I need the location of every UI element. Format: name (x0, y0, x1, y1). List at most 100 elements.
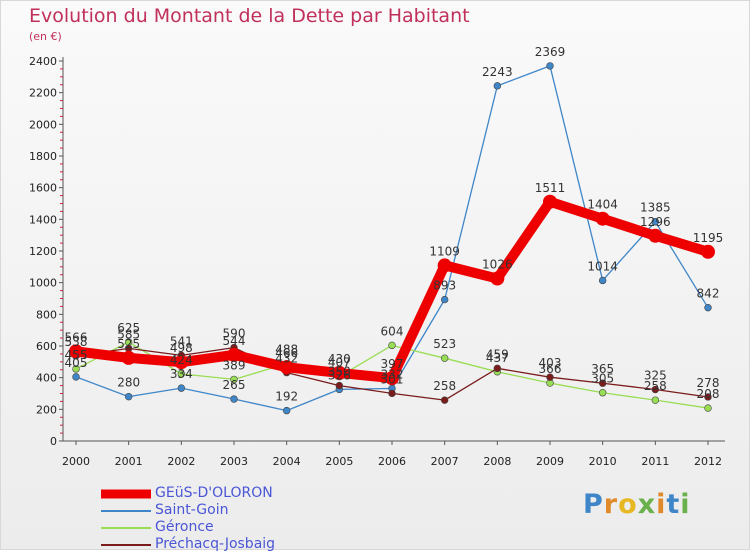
legend-label: Géronce (155, 519, 214, 535)
y-tick-label: 2000 (29, 118, 57, 131)
y-tick-label: 600 (36, 340, 57, 353)
data-label: 2243 (482, 65, 513, 79)
data-point (701, 244, 715, 259)
data-label: 488 (275, 343, 298, 357)
data-label: 1026 (482, 258, 513, 272)
data-label: 407 (328, 356, 351, 370)
data-label: 459 (486, 347, 509, 361)
data-label: 842 (697, 287, 720, 301)
data-label: 437 (486, 351, 509, 365)
data-label: 405 (65, 356, 88, 370)
y-tick-label: 1200 (29, 245, 57, 258)
y-tick-label: 0 (50, 435, 57, 448)
data-point (651, 385, 660, 394)
x-tick-label: 2012 (694, 455, 722, 468)
legend-swatch (101, 509, 151, 512)
data-label: 365 (591, 362, 614, 376)
x-tick-label: 2003 (220, 455, 248, 468)
data-label: 305 (591, 372, 614, 386)
data-label: 893 (433, 279, 456, 293)
data-point (651, 218, 660, 226)
y-tick-label: 1800 (29, 150, 57, 163)
data-label: 590 (223, 327, 246, 341)
data-point (230, 395, 238, 403)
data-label: 544 (223, 334, 246, 348)
data-point (388, 341, 396, 350)
data-point (598, 389, 607, 397)
data-point (493, 364, 502, 373)
axes: 0 200 400 600 800 1000 1200 1400 1600 1800 2000 220… (29, 55, 725, 468)
legend-swatch (101, 543, 151, 546)
data-point (72, 365, 80, 373)
x-tick-label: 2009 (536, 455, 564, 468)
data-label: 566 (65, 330, 88, 344)
y-tick-label: 1000 (29, 277, 57, 290)
y-tick-label: 1600 (29, 182, 57, 195)
x-tick-label: 2010 (589, 455, 617, 468)
data-point (598, 379, 607, 387)
y-tick-label: 800 (36, 308, 57, 321)
data-point (440, 396, 449, 404)
y-tick-label: 2400 (29, 55, 57, 68)
data-label: 523 (433, 337, 456, 351)
data-point (385, 371, 399, 386)
y-tick-label: 2200 (29, 87, 57, 100)
x-tick-label: 2011 (641, 455, 669, 468)
data-label: 208 (697, 387, 720, 401)
data-point (121, 350, 136, 365)
x-tick-label: 2007 (431, 455, 459, 468)
x-tick-label: 2002 (167, 455, 195, 468)
data-point (332, 365, 347, 380)
data-label: 265 (223, 378, 246, 392)
x-tick-label: 2004 (273, 455, 301, 468)
data-point (124, 392, 133, 401)
data-point (704, 404, 712, 412)
data-label: 403 (539, 356, 562, 370)
data-point (704, 393, 712, 401)
chart-subtitle: (en €) (29, 30, 62, 43)
data-point (72, 373, 80, 381)
data-point (546, 62, 554, 70)
data-point (279, 360, 294, 375)
data-point (543, 194, 557, 209)
data-label: 1385 (640, 201, 671, 215)
legend-swatch (101, 489, 151, 498)
data-label: 389 (223, 358, 246, 372)
data-label: 466 (275, 346, 298, 360)
y-tick-label: 200 (36, 403, 57, 416)
data-label: 1014 (587, 259, 618, 273)
data-labels: 566 525 498 544 466 430 397 1109 1026 1511 1404 129… (65, 45, 724, 404)
data-label: 192 (275, 390, 298, 404)
chart-title: Evolution du Montant de la Dette par Hab… (29, 5, 470, 27)
data-label: 432 (275, 352, 298, 366)
x-tick-label: 2000 (62, 455, 90, 468)
data-point (388, 389, 396, 398)
data-label: 1109 (429, 244, 460, 258)
x-tick-label: 2001 (115, 455, 143, 468)
data-label: 258 (433, 379, 456, 393)
data-point (651, 396, 660, 404)
data-label: 604 (381, 324, 404, 338)
x-tick-label: 2005 (325, 455, 353, 468)
data-label: 1296 (640, 215, 671, 229)
data-point (704, 303, 712, 312)
data-point (437, 258, 452, 273)
data-label: 585 (117, 327, 140, 341)
data-point (282, 406, 291, 415)
data-label: 332 (381, 367, 404, 381)
data-point (440, 295, 449, 304)
data-label: 525 (117, 337, 140, 351)
data-point (174, 355, 189, 370)
legend-label: Saint-Goin (155, 502, 229, 518)
y-tick-label: 400 (36, 372, 57, 385)
y-tick-label: 1400 (29, 213, 57, 226)
data-point (227, 347, 241, 362)
x-tick-label: 2006 (378, 455, 406, 468)
data-label: 2369 (535, 45, 566, 59)
data-label: 258 (644, 379, 667, 393)
data-point (493, 82, 502, 90)
data-point (440, 354, 449, 362)
data-label: 455 (65, 348, 88, 362)
